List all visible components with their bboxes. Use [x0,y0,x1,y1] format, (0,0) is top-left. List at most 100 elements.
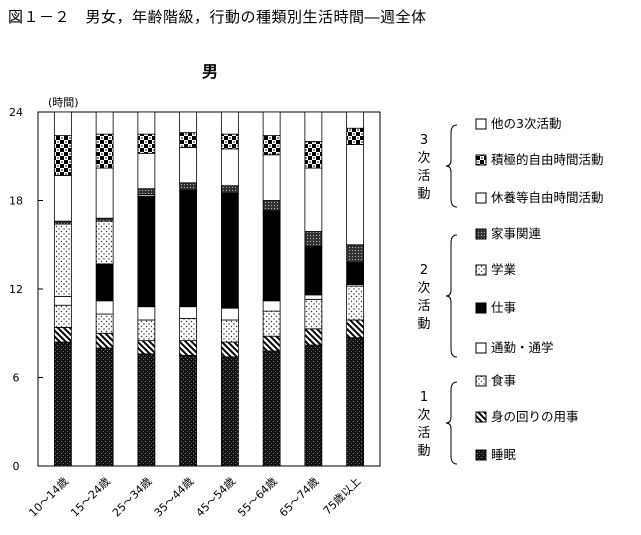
bar-segment [53,223,72,297]
bar-segment [346,127,365,145]
bar-segment [262,135,281,156]
x-category-label: 65～74歳 [277,475,322,520]
y-tick-label: 24 [9,106,23,119]
legend-label: 仕事 [491,300,516,315]
legend-label: 休養等自由時間活動 [491,190,604,205]
bar-segment [137,188,156,195]
bar-segment [262,335,281,352]
legend-label: 他の3次活動 [491,116,561,131]
bar-segment [53,220,72,225]
bar-segment [179,306,198,319]
bar-segment [346,144,365,246]
bar-segment [262,154,281,201]
bar-segment [346,262,365,285]
chart-subtitle: 男 [202,62,219,81]
bar-segment [53,341,72,467]
bar-segment [220,307,239,321]
bar-segment [95,167,114,219]
bar-segment [262,300,281,312]
bar-segment [137,353,156,467]
bar-segment [95,313,114,334]
bar-segment [179,146,198,184]
legend-group-label: 3 [420,133,428,148]
legend-group-label: 次 [417,150,430,166]
legend-label: 通勤・通学 [491,340,554,355]
x-category-label: 75歳以上 [321,475,363,517]
bar-segment [95,300,114,315]
legend-group-label: 動 [417,444,430,459]
bar-segment [220,185,239,194]
bar-segment [179,354,198,467]
bar-segment [304,245,323,296]
bar-segment [220,111,239,135]
bar-segment [304,344,323,467]
bar-segment [95,347,114,467]
bar-segment [53,135,72,176]
legend-label: 学業 [491,262,517,277]
legend-swatch [475,302,487,314]
plot-frame [37,111,381,467]
bar-segment [137,111,156,135]
bar-segment [220,133,239,150]
bar-segment [53,326,72,343]
bar-segment [53,175,72,222]
legend-group-label: 次 [417,280,430,296]
bar-segment [346,337,365,467]
bar-segment [179,318,198,342]
bar-segment [262,210,281,302]
legend-group-label: 2 [420,263,428,278]
bar-segment [179,111,198,134]
bar-segment [95,133,114,169]
x-category-label: 35～44歳 [152,475,197,520]
bar-segment [179,340,198,356]
legend-swatch [475,342,487,354]
legend-label: 睡眠 [491,447,517,462]
x-category-label: 10～14歳 [26,475,71,520]
legend-swatch [475,449,487,461]
bar-segment [179,132,198,148]
legend-group-label: 活 [417,169,430,184]
bar-segment [262,200,281,212]
y-tick-label: 6 [13,372,20,385]
legend-label: 積極的自由時間活動 [491,152,604,167]
bar-segment [346,319,365,339]
bar-segment [304,167,323,232]
y-unit-label: (時間) [48,96,79,109]
legend-group-label: 活 [417,299,430,314]
bar-segment [220,192,239,309]
legend-brace [445,381,458,465]
y-tick-label: 12 [9,283,23,296]
bar-segment [137,152,156,190]
bar-segment [95,220,114,265]
legend-swatch [475,192,487,204]
legend-group-label: 次 [417,407,430,423]
legend-swatch [475,375,487,387]
legend-group-label: 動 [417,187,430,202]
bar-segment [304,111,323,142]
bar-segment [179,189,198,308]
y-tick-label: 0 [13,460,20,473]
legend-group-label: 動 [417,317,430,332]
bar-segment [304,141,323,169]
legend-swatch [475,228,487,240]
bar-segment [95,332,114,349]
bar-segment [262,350,281,467]
bar-segment [304,328,323,346]
bar-segment [304,294,323,300]
legend-brace [445,234,458,358]
legend-swatch [475,118,487,130]
legend-swatch [475,411,487,423]
legend-swatch [475,154,487,166]
legend-brace [445,124,458,208]
y-tick-label: 18 [9,195,23,208]
bar-segment [53,304,72,328]
bar-segment [304,298,323,330]
bar-segment [304,231,323,247]
legend-swatch [475,264,487,276]
bar-segment [95,217,114,222]
bar-segment [346,111,365,129]
legend-group-label: 活 [417,426,430,441]
bar-segment [137,319,156,342]
x-category-label: 55～64歳 [235,475,280,520]
